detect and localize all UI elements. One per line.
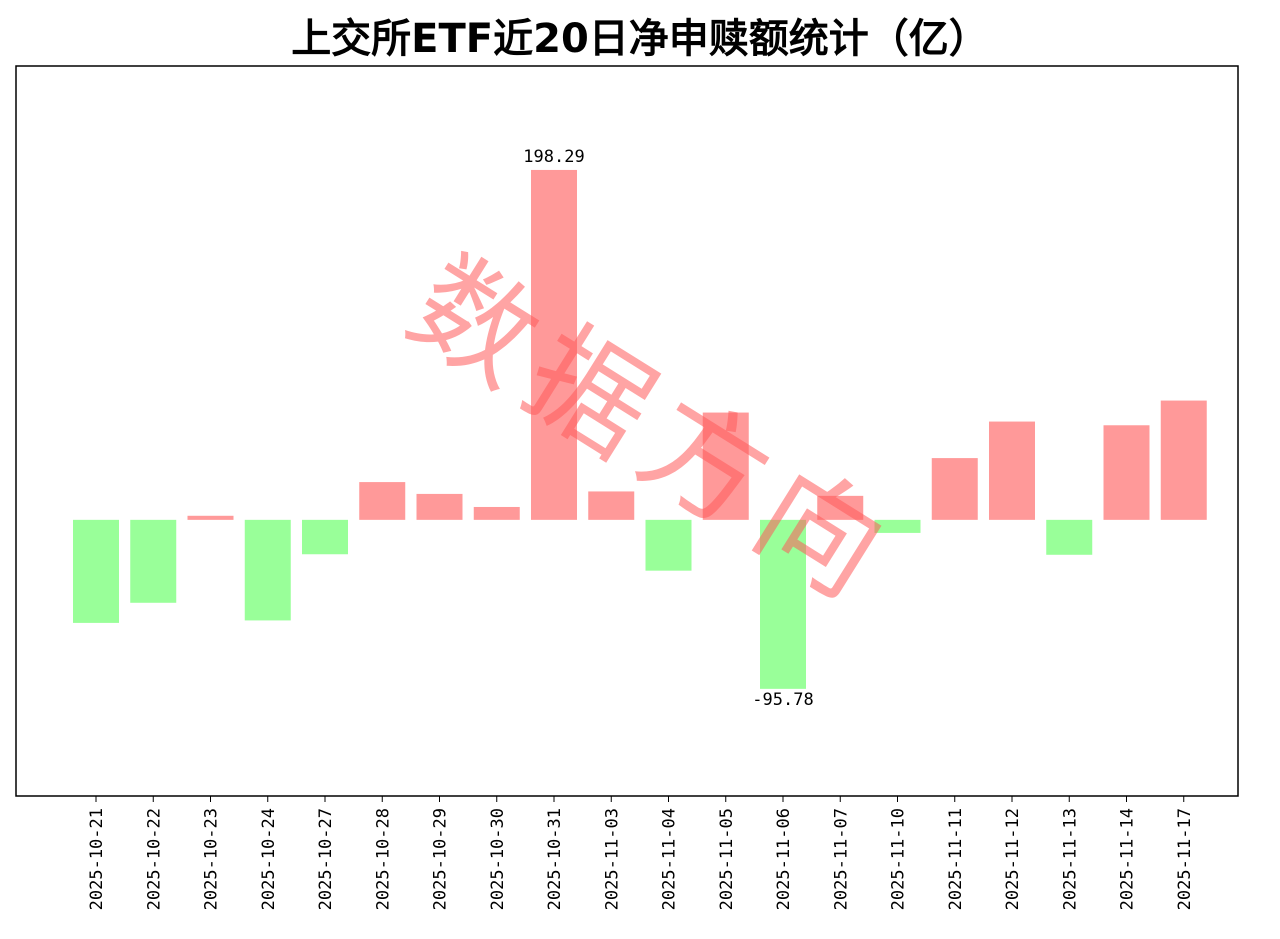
data-label-2025-10-31: 198.29 (523, 147, 584, 167)
x-tick-label: 2025-11-12 (1003, 808, 1023, 910)
x-tick-label: 2025-11-03 (602, 808, 622, 910)
x-tick-label: 2025-10-28 (373, 808, 393, 910)
x-tick-label: 2025-10-23 (202, 808, 222, 910)
x-tick-label: 2025-11-10 (889, 808, 909, 910)
x-tick-label: 2025-10-22 (144, 808, 164, 910)
bar-2025-11-03 (588, 491, 635, 520)
x-tick-label: 2025-10-21 (87, 808, 107, 910)
x-tick-label: 2025-10-31 (545, 808, 565, 910)
x-tick-label: 2025-10-30 (488, 808, 508, 910)
x-tick-label: 2025-11-04 (660, 808, 680, 910)
x-tick-label: 2025-11-13 (1060, 808, 1080, 910)
bar-2025-10-22 (130, 519, 177, 603)
chart-title: 上交所ETF近20日净申赎额统计（亿） (291, 16, 989, 62)
bar-2025-11-05 (702, 412, 749, 520)
x-tick-label: 2025-11-17 (1175, 808, 1195, 910)
bar-2025-11-11 (931, 458, 978, 520)
bars-layer (73, 169, 1207, 689)
bar-2025-10-30 (473, 506, 520, 520)
x-tick-label: 2025-11-07 (831, 808, 851, 910)
bar-2025-11-07 (817, 495, 864, 520)
x-tick-label: 2025-10-27 (316, 808, 336, 910)
bar-2025-11-10 (874, 519, 921, 533)
bar-2025-10-28 (359, 482, 406, 520)
x-tick-label: 2025-11-11 (946, 808, 966, 910)
bar-2025-10-29 (416, 493, 463, 520)
bar-2025-10-21 (73, 519, 119, 623)
data-labels-layer: 198.29 -95.78 (523, 147, 813, 710)
x-tick-label: 2025-10-29 (431, 808, 451, 910)
bar-2025-11-06 (760, 519, 806, 689)
x-tick-label: 2025-11-06 (774, 808, 794, 910)
bar-2025-11-13 (1046, 519, 1093, 555)
bar-2025-10-27 (302, 519, 348, 555)
bar-2025-10-24 (244, 519, 291, 621)
bar-2025-11-12 (989, 421, 1035, 520)
bar-2025-10-23 (187, 515, 234, 520)
bar-2025-11-17 (1160, 400, 1207, 520)
data-label-2025-11-06: -95.78 (752, 690, 813, 710)
x-tick-label: 2025-10-24 (259, 808, 279, 910)
bar-2025-11-04 (645, 519, 692, 571)
bar-2025-10-31 (531, 169, 577, 520)
x-tick-label: 2025-11-14 (1118, 808, 1138, 910)
x-tick-label: 2025-11-05 (717, 808, 737, 910)
x-axis-ticks: 2025-10-21 2025-10-22 2025-10-23 2025-10-24… (87, 796, 1195, 910)
bar-2025-11-14 (1103, 425, 1150, 520)
